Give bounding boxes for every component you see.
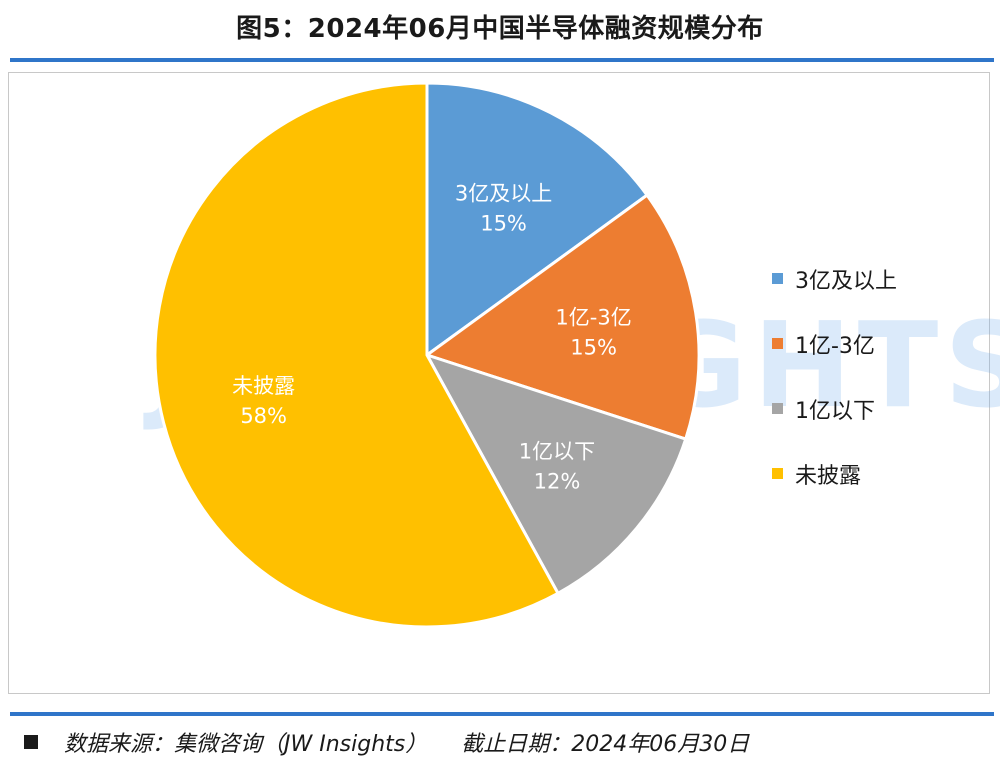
slice-percent-3: 58%: [240, 404, 287, 428]
legend-item-0: 3亿及以上: [772, 246, 897, 311]
legend-swatch-2: [772, 403, 783, 414]
pie-slice-0: [425, 81, 650, 358]
bottom-rule: [10, 712, 994, 716]
legend-swatch-3: [772, 468, 783, 479]
pie-slice-1: [423, 193, 701, 441]
pie-slice-3: [153, 81, 561, 629]
slice-percent-2: 12%: [534, 469, 581, 493]
slice-label-0: 3亿及以上: [455, 182, 552, 206]
footer-bullet-icon: [24, 735, 38, 749]
legend-swatch-1: [772, 338, 783, 349]
legend-label-2: 1亿以下: [795, 398, 875, 424]
slice-label-3: 未披露: [232, 374, 295, 398]
footer-source: 数据来源：集微咨询（JW Insights）: [64, 732, 428, 757]
top-rule: [10, 58, 994, 62]
legend-label-3: 未披露: [795, 463, 862, 489]
legend-swatch-0: [772, 273, 783, 284]
pie-slice-2: [423, 352, 688, 596]
legend-label-1: 1亿-3亿: [795, 333, 875, 359]
slice-percent-0: 15%: [480, 212, 527, 236]
legend-item-1: 1亿-3亿: [772, 311, 897, 376]
chart-title: 图5：2024年06月中国半导体融资规模分布: [236, 14, 764, 44]
footer-cutoff-date: 截止日期：2024年06月30日: [461, 732, 750, 757]
slice-percent-1: 15%: [570, 336, 617, 360]
slice-label-2: 1亿以下: [519, 439, 595, 463]
legend-item-3: 未披露: [772, 441, 897, 506]
footer: 数据来源：集微咨询（JW Insights） 截止日期：2024年06月30日: [24, 726, 749, 758]
slice-label-1: 1亿-3亿: [555, 306, 631, 330]
legend: 3亿及以上 1亿-3亿 1亿以下未披露: [772, 246, 897, 506]
legend-item-2: 1亿以下: [772, 376, 897, 441]
legend-label-0: 3亿及以上: [795, 268, 897, 294]
